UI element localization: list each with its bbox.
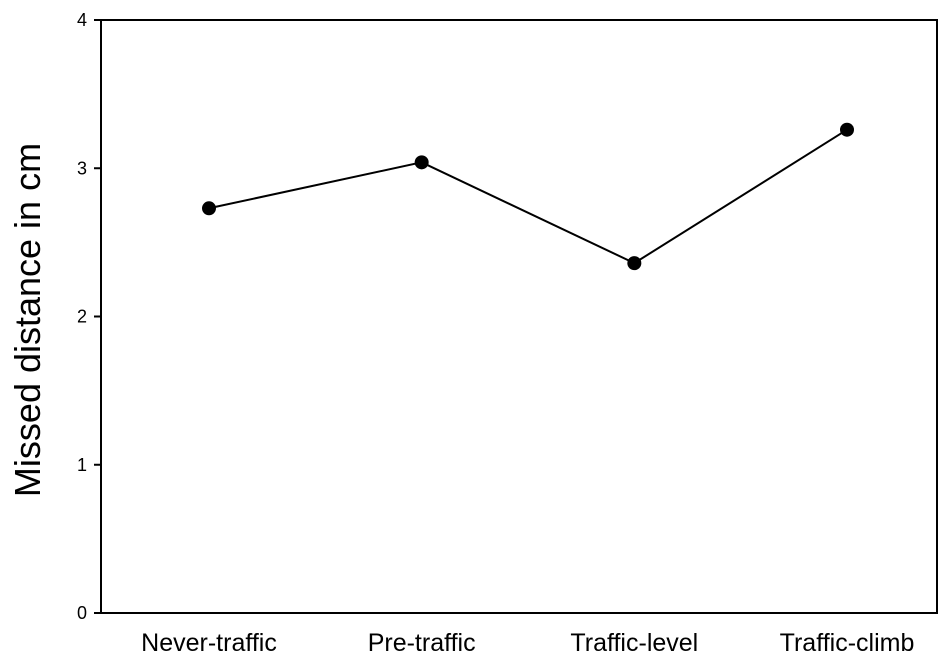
x-axis-labels: Never-traffic Pre-traffic Traffic-level Tra…	[141, 629, 914, 657]
series-layer	[202, 122, 854, 271]
plot-border	[100, 19, 938, 614]
y-tick-label: 0	[77, 603, 87, 623]
data-point	[414, 155, 429, 170]
x-category-label: Pre-traffic	[368, 629, 476, 657]
data-point	[202, 201, 216, 216]
x-category-label: Never-traffic	[141, 629, 277, 657]
y-axis-ticks: 0 1 2 3 4	[77, 10, 101, 623]
x-category-label: Traffic-climb	[780, 629, 915, 657]
y-tick-label: 3	[77, 158, 87, 178]
data-point	[840, 122, 854, 137]
data-point	[627, 256, 642, 271]
x-category-label: Traffic-level	[570, 629, 698, 657]
y-axis-title: Missed distance in cm	[7, 143, 48, 497]
y-tick-label: 2	[77, 307, 87, 327]
y-tick-label: 4	[77, 10, 87, 30]
series-line	[208, 128, 848, 265]
plot-frame	[100, 19, 938, 614]
y-tick-label: 1	[77, 455, 87, 475]
